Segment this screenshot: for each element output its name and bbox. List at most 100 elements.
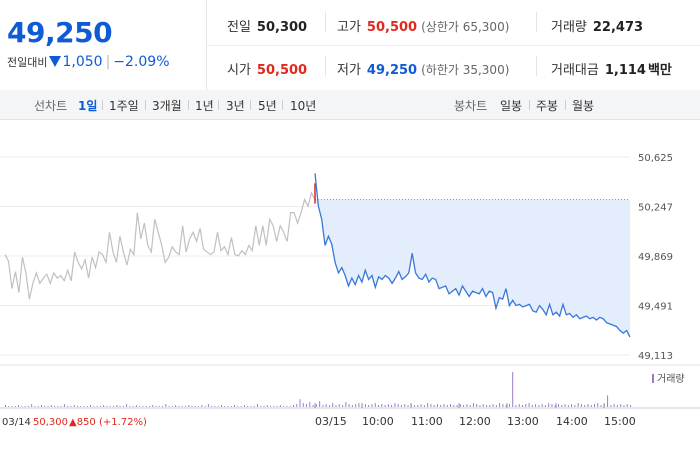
tab-weekly[interactable]: 주봉: [536, 99, 559, 113]
volume-bar: [391, 405, 393, 407]
volume-bar: [551, 404, 553, 407]
volume-legend-label: 거래량: [657, 373, 685, 385]
volume-bar: [99, 406, 101, 407]
volume-bar: [423, 405, 425, 407]
prev-day-close: 50,300: [33, 417, 68, 428]
volume-bar: [414, 405, 416, 407]
volume-bar: [332, 403, 334, 407]
tab-separator: [565, 100, 566, 110]
open-value: 50,500: [256, 63, 308, 78]
volume-bar: [122, 406, 124, 407]
tab-1y[interactable]: 1년: [195, 99, 214, 113]
volume-bar: [175, 405, 177, 407]
volume-bar: [319, 401, 321, 407]
volume-bar: [119, 406, 121, 407]
divider: [325, 12, 326, 32]
tab-1w[interactable]: 1주일: [109, 99, 139, 113]
trade-value-label: 거래대금: [551, 63, 599, 78]
volume-bar: [83, 406, 85, 407]
volume-info: 거래량 22,473: [551, 16, 643, 35]
volume-bar: [5, 405, 6, 407]
prev-day-date: 03/14: [2, 417, 31, 428]
lower-limit: (하한가 35,300): [421, 63, 510, 77]
volume-bar: [492, 404, 494, 407]
x-axis: 03/15 10:00 11:00 12:00 13:00 14:00 15:00: [314, 403, 636, 428]
volume-bar: [162, 406, 164, 407]
volume-bar: [227, 406, 229, 407]
volume-bar: [420, 404, 422, 407]
volume-bar: [564, 404, 566, 407]
volume-bar: [541, 404, 543, 407]
volume-bar: [623, 405, 625, 407]
volume-bar: [515, 405, 517, 407]
volume-bar: [109, 406, 111, 407]
high-label: 고가: [337, 20, 361, 35]
volume-bar: [387, 404, 389, 407]
volume-bar: [433, 405, 435, 407]
volume-bar: [60, 406, 62, 407]
x-tick-label: 15:00: [604, 415, 636, 428]
volume-bar: [548, 403, 550, 407]
volume-bar: [397, 404, 399, 407]
low-value: 49,250: [366, 63, 418, 78]
volume-bar: [531, 405, 533, 407]
volume-bar: [44, 406, 46, 407]
down-triangle-icon: [49, 56, 62, 67]
volume-bar: [322, 405, 324, 407]
volume-bar: [270, 406, 272, 407]
x-tick-label: 12:00: [459, 415, 491, 428]
volume-bar: [371, 404, 373, 407]
volume-bar: [11, 406, 13, 407]
volume-bar: [607, 395, 609, 407]
volume-bar: [217, 406, 219, 407]
volume-bar: [279, 405, 281, 407]
volume-bar: [459, 404, 461, 407]
tab-daily[interactable]: 일봉: [500, 99, 523, 113]
volume-bar: [132, 406, 134, 407]
volume-bar: [574, 405, 576, 407]
volume-bar: [181, 406, 183, 407]
volume-bar: [201, 405, 203, 407]
volume-bar: [266, 405, 268, 407]
high-value: 50,500: [366, 20, 418, 35]
volume-bar: [152, 405, 154, 407]
volume-bar: [50, 405, 52, 407]
tab-separator: [250, 100, 251, 110]
volume-bar: [463, 405, 465, 407]
tab-10y[interactable]: 10년: [290, 99, 317, 113]
volume-bar: [139, 406, 141, 407]
y-tick-label: 49,869: [638, 252, 673, 263]
volume-bar: [325, 404, 327, 407]
low-label: 저가: [337, 63, 361, 78]
volume-bar: [404, 404, 406, 407]
tab-5y[interactable]: 5년: [258, 99, 277, 113]
volume-bar: [472, 403, 474, 407]
volume-bar: [613, 404, 615, 407]
volume-bar: [27, 406, 29, 407]
tab-1d[interactable]: 1일: [78, 99, 98, 113]
volume-bar: [256, 404, 258, 407]
volume-bar: [453, 405, 455, 407]
tab-3m[interactable]: 3개월: [152, 99, 182, 113]
today-area-fill: [315, 199, 630, 338]
volume-bar: [286, 406, 288, 407]
volume-bar: [328, 405, 330, 407]
volume-bar: [18, 405, 20, 407]
volume-bar: [600, 405, 602, 407]
change-value: 1,050: [62, 54, 103, 70]
tab-3y[interactable]: 3년: [226, 99, 245, 113]
tab-separator: [218, 100, 219, 110]
volume-bar: [158, 406, 160, 407]
volume-bar: [443, 404, 445, 407]
tab-monthly[interactable]: 월봉: [572, 99, 595, 113]
volume-bar: [535, 404, 537, 407]
change-separator: |: [105, 54, 111, 70]
volume-bar: [469, 405, 471, 407]
tab-separator: [529, 100, 530, 110]
volume-bar: [315, 404, 317, 407]
volume-bar: [518, 404, 520, 407]
open-label: 시가: [227, 63, 251, 78]
volume-bar: [73, 405, 75, 407]
y-tick-label: 50,247: [638, 203, 673, 214]
volume-bar: [544, 405, 546, 407]
